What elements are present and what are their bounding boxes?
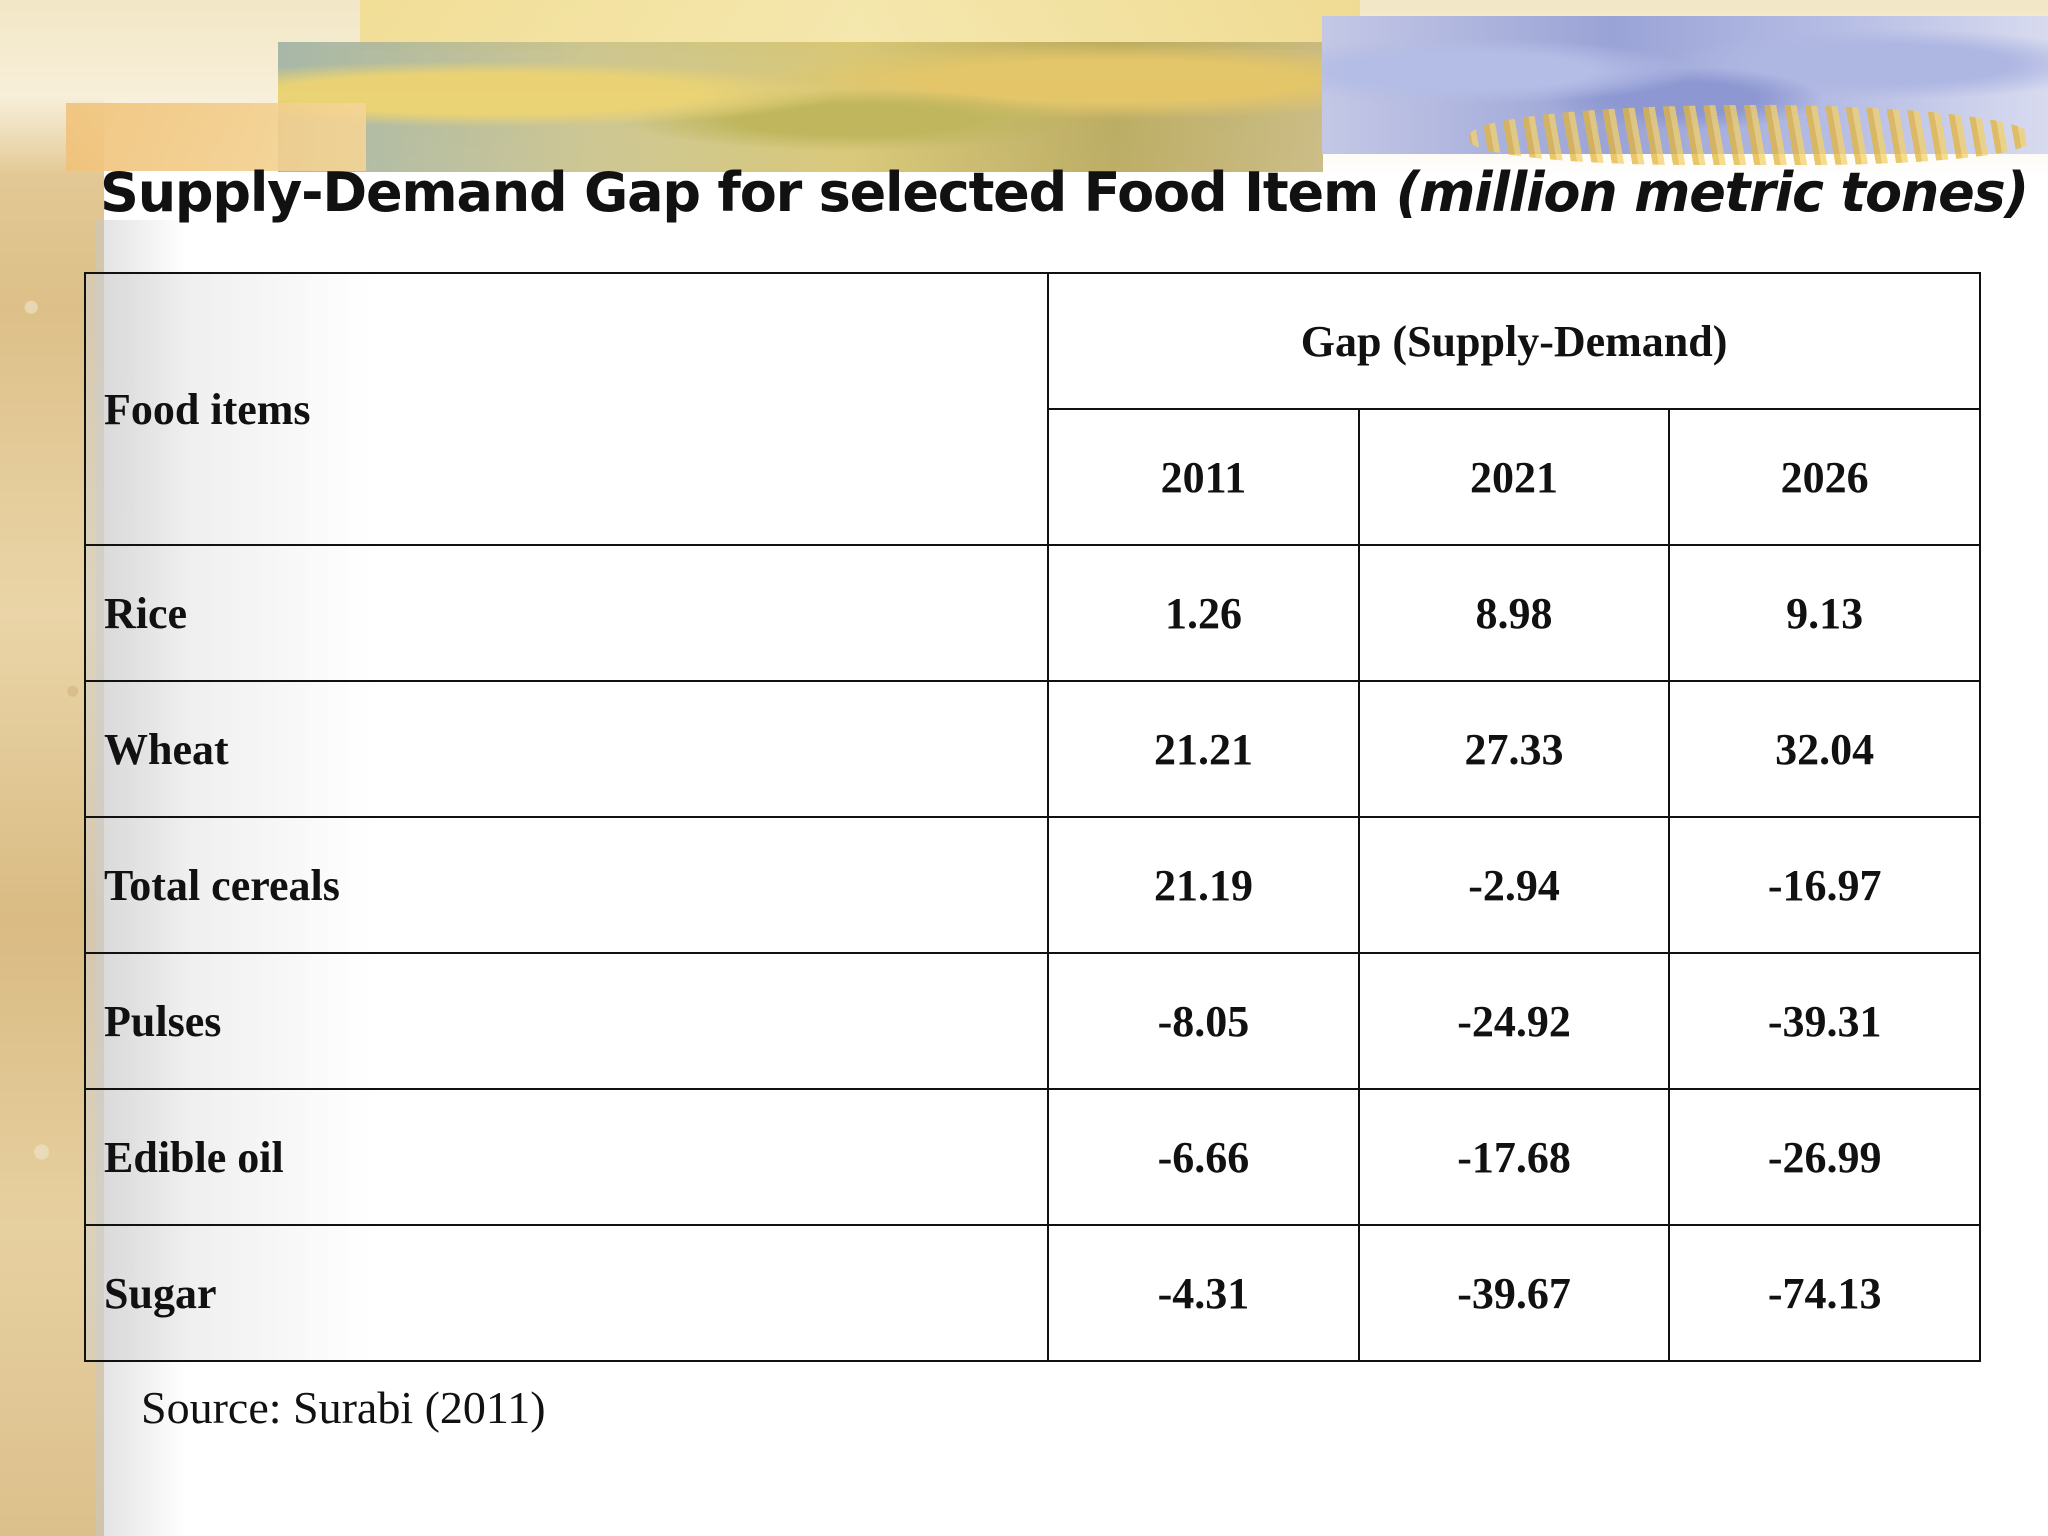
row-value: 21.21 — [1047, 680, 1360, 818]
header-year: 2026 — [1668, 408, 1981, 546]
slide-title-unit: (million metric tones) — [1395, 161, 2030, 224]
row-value: -2.94 — [1357, 816, 1671, 954]
row-item-label: Rice — [83, 544, 1050, 682]
banner-floral-image — [278, 42, 1323, 172]
row-value: -24.92 — [1357, 952, 1671, 1090]
header-year: 2011 — [1047, 408, 1360, 546]
table-row: Sugar -4.31 -39.67 -74.13 — [83, 1224, 1981, 1362]
table-row: Pulses -8.05 -24.92 -39.31 — [83, 952, 1981, 1090]
table-header-row: Food items Gap (Supply-Demand) — [83, 272, 1981, 546]
source-note: Source: Surabi (2011) — [141, 1382, 546, 1433]
banner-grain-image — [1470, 105, 2030, 165]
row-item-label: Sugar — [83, 1224, 1050, 1362]
row-item-label: Pulses — [83, 952, 1050, 1090]
row-value: -26.99 — [1668, 1088, 1981, 1226]
row-value: -4.31 — [1047, 1224, 1360, 1362]
food-gap-table: Food items Gap (Supply-Demand) 2011 2021… — [83, 272, 1981, 1362]
row-value: -6.66 — [1047, 1088, 1360, 1226]
table-row: Total cereals 21.19 -2.94 -16.97 — [83, 816, 1981, 954]
table-year-row: 2011 2021 2026 — [85, 408, 1981, 546]
header-year: 2021 — [1357, 408, 1671, 546]
banner-yellow-image — [360, 0, 1360, 50]
row-value: -39.31 — [1668, 952, 1981, 1090]
banner-orange-block — [66, 103, 366, 171]
row-value: 1.26 — [1047, 544, 1360, 682]
row-value: 8.98 — [1357, 544, 1671, 682]
row-item-label: Wheat — [83, 680, 1050, 818]
row-item-label: Edible oil — [83, 1088, 1050, 1226]
row-value: 32.04 — [1668, 680, 1981, 818]
row-item-label: Total cereals — [83, 816, 1050, 954]
row-value: -74.13 — [1668, 1224, 1981, 1362]
table-row: Wheat 21.21 27.33 32.04 — [83, 680, 1981, 818]
row-value: -8.05 — [1047, 952, 1360, 1090]
row-value: 27.33 — [1357, 680, 1671, 818]
slide-title-main: Supply-Demand Gap for selected Food Item — [100, 161, 1379, 224]
row-value: 21.19 — [1047, 816, 1360, 954]
table-row: Edible oil -6.66 -17.68 -26.99 — [83, 1088, 1981, 1226]
header-food-items: Food items — [83, 272, 1050, 546]
slide-title: Supply-Demand Gap for selected Food Item… — [100, 158, 2040, 228]
row-value: -17.68 — [1357, 1088, 1671, 1226]
row-value: -16.97 — [1668, 816, 1981, 954]
row-value: 9.13 — [1668, 544, 1981, 682]
table-row: Rice 1.26 8.98 9.13 — [83, 544, 1981, 682]
header-gap-group: Gap (Supply-Demand) — [1047, 272, 1981, 410]
row-value: -39.67 — [1357, 1224, 1671, 1362]
